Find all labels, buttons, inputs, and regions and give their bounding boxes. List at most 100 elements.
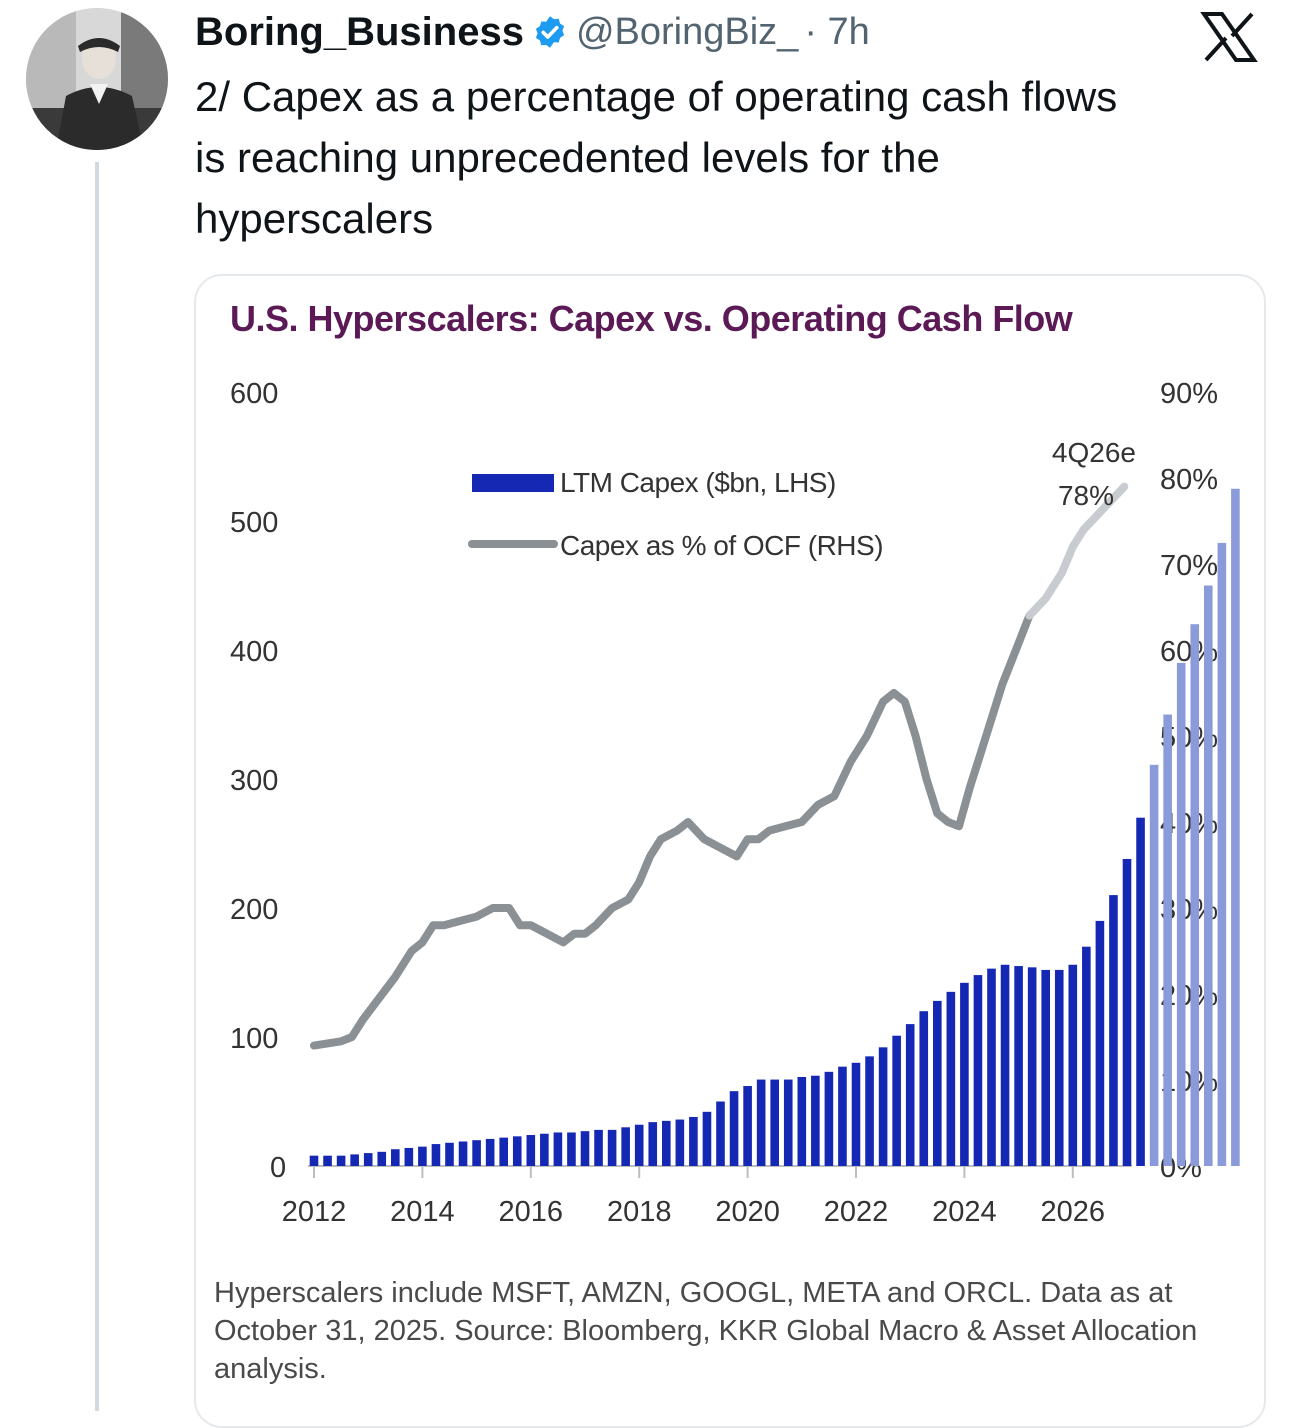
- capex-bar: [1082, 946, 1091, 1166]
- capex-bar: [1149, 764, 1159, 1166]
- capex-bar: [811, 1075, 820, 1166]
- capex-bar: [391, 1149, 400, 1166]
- right-axis-tick-label: 90%: [1160, 378, 1218, 410]
- post-time[interactable]: · 7h: [804, 10, 870, 53]
- left-axis-tick-label: 200: [230, 894, 278, 926]
- capex-pct-ocf-line: [310, 611, 1034, 1050]
- x-axis-tick-label: 2026: [1041, 1196, 1106, 1228]
- capex-bar: [431, 1144, 441, 1166]
- capex-bar: [1000, 964, 1010, 1166]
- right-axis-tick-label: 70%: [1160, 550, 1218, 582]
- capex-bar: [1014, 966, 1023, 1166]
- avatar[interactable]: [26, 8, 168, 150]
- capex-bar: [404, 1147, 414, 1166]
- capex-bar: [729, 1091, 739, 1166]
- capex-bar: [892, 1035, 901, 1166]
- capex-bar: [716, 1101, 725, 1166]
- capex-bar: [445, 1142, 454, 1166]
- capex-bar: [973, 975, 983, 1166]
- capex-bar: [580, 1131, 590, 1166]
- avatar-photo: [26, 8, 168, 150]
- capex-bar: [499, 1137, 508, 1166]
- capex-bar: [1109, 895, 1118, 1166]
- capex-bar: [702, 1111, 712, 1166]
- capex-bar: [851, 1062, 861, 1166]
- capex-bar: [905, 1024, 915, 1166]
- tweet-header: Boring_Business @BoringBiz_ · 7h: [195, 6, 870, 58]
- capex-bar: [472, 1140, 481, 1166]
- left-axis-tick-label: 100: [230, 1023, 278, 1055]
- capex-bar: [1122, 858, 1132, 1166]
- capex-bar: [363, 1153, 373, 1166]
- capex-bar: [743, 1086, 752, 1166]
- capex-bar: [553, 1132, 563, 1166]
- capex-bar: [797, 1076, 807, 1166]
- capex-bar: [987, 968, 996, 1166]
- capex-bar: [526, 1135, 536, 1166]
- x-axis-tick-label: 2022: [824, 1196, 889, 1228]
- x-axis-tick-label: 2018: [607, 1196, 672, 1228]
- legend-bar-label: LTM Capex ($bn, LHS): [560, 467, 836, 498]
- left-axis-tick-label: 400: [230, 636, 278, 668]
- capex-bar: [540, 1133, 549, 1166]
- thread-line: [95, 162, 99, 1411]
- capex-bar: [878, 1047, 888, 1166]
- capex-bar: [1231, 488, 1240, 1166]
- x-axis-tick-label: 2014: [390, 1196, 455, 1228]
- x-axis-tick-label: 2012: [282, 1196, 347, 1228]
- chart-title: U.S. Hyperscalers: Capex vs. Operating C…: [230, 298, 1073, 339]
- annotation-label: 4Q26e: [1052, 437, 1136, 468]
- capex-bar: [1204, 585, 1213, 1166]
- capex-bar: [919, 1011, 929, 1166]
- legend-line-label: Capex as % of OCF (RHS): [560, 530, 883, 561]
- x-axis-tick-label: 2016: [499, 1196, 564, 1228]
- capex-bar: [594, 1129, 603, 1166]
- capex-bar: [634, 1124, 644, 1166]
- capex-bar: [512, 1136, 522, 1166]
- capex-bar: [418, 1146, 427, 1166]
- capex-bar: [648, 1122, 658, 1166]
- left-axis-tick-label: 500: [230, 507, 278, 539]
- x-axis-tick-label: 2020: [715, 1196, 780, 1228]
- tweet-text-line: 2/ Capex as a percentage of operating ca…: [195, 73, 1118, 120]
- capex-bar: [309, 1155, 319, 1166]
- capex-bar: [485, 1138, 495, 1166]
- capex-bar: [1054, 969, 1064, 1166]
- capex-bar: [1176, 662, 1186, 1166]
- capex-bar: [1217, 542, 1227, 1166]
- author-name[interactable]: Boring_Business: [195, 9, 524, 54]
- capex-bar: [662, 1120, 671, 1166]
- capex-bar: [933, 1000, 942, 1166]
- capex-bar: [350, 1154, 359, 1166]
- capex-bar: [1163, 714, 1172, 1166]
- verified-badge-icon: [532, 14, 568, 50]
- capex-bar: [783, 1079, 793, 1166]
- capex-bar: [946, 991, 956, 1166]
- capex-bar: [675, 1119, 685, 1166]
- capex-bar: [621, 1127, 630, 1166]
- capex-bar: [607, 1129, 617, 1166]
- capex-bar: [756, 1079, 766, 1166]
- author-handle[interactable]: @BoringBiz_: [575, 10, 799, 53]
- chart: 01002003004005006000%10%20%30%40%50%60%7…: [230, 378, 1240, 1228]
- capex-bar: [1190, 624, 1200, 1166]
- tweet-text-line: is reaching unprecedented levels for the: [195, 134, 940, 181]
- capex-bar: [838, 1066, 847, 1166]
- capex-bar: [336, 1155, 346, 1166]
- capex-bar: [770, 1079, 779, 1166]
- left-axis-tick-label: 0: [270, 1152, 286, 1184]
- chart-image-card[interactable]: U.S. Hyperscalers: Capex vs. Operating C…: [194, 274, 1266, 1428]
- left-axis-tick-label: 600: [230, 378, 278, 410]
- tweet-text-line: hyperscalers: [195, 195, 434, 242]
- capex-bar: [1041, 969, 1050, 1166]
- capex-bar: [689, 1116, 698, 1166]
- capex-bar: [323, 1155, 332, 1166]
- left-axis-tick-label: 300: [230, 765, 278, 797]
- capex-bar: [824, 1071, 834, 1166]
- capex-bar: [865, 1056, 874, 1166]
- capex-bar: [1027, 967, 1037, 1166]
- capex-bar: [377, 1151, 387, 1166]
- tweet-text: 2/ Capex as a percentage of operating ca…: [195, 66, 1265, 249]
- capex-bar: [1136, 817, 1145, 1166]
- right-axis-tick-label: 80%: [1160, 464, 1218, 496]
